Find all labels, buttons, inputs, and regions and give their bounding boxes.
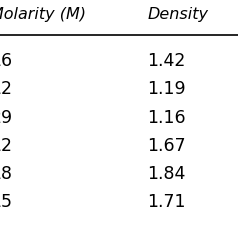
Text: 15: 15 — [0, 193, 12, 211]
Text: 12: 12 — [0, 137, 12, 155]
Text: 1.16: 1.16 — [148, 109, 186, 127]
Text: 12: 12 — [0, 80, 12, 99]
Text: 29: 29 — [0, 109, 13, 127]
Text: 16: 16 — [0, 52, 13, 70]
Text: 1.84: 1.84 — [148, 165, 186, 183]
Text: 1.42: 1.42 — [148, 52, 186, 70]
Text: 1.67: 1.67 — [148, 137, 186, 155]
Text: 1.71: 1.71 — [148, 193, 186, 211]
Text: Molarity (M): Molarity (M) — [0, 7, 86, 22]
Text: 18: 18 — [0, 165, 12, 183]
Text: 1.19: 1.19 — [148, 80, 186, 99]
Text: Density: Density — [148, 7, 208, 22]
